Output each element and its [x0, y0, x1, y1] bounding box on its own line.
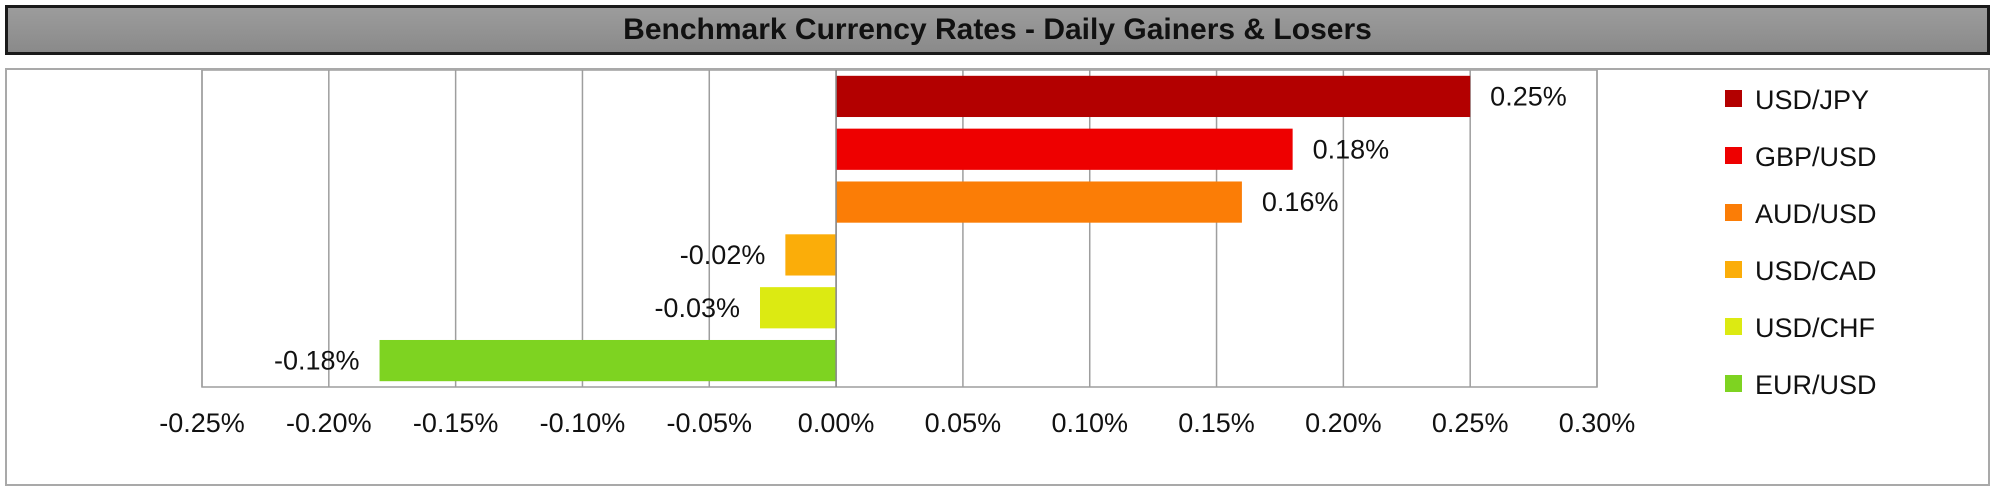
x-tick-label: -0.25% — [159, 408, 245, 438]
data-label: 0.16% — [1262, 187, 1339, 217]
bar — [785, 234, 837, 276]
x-tick-label: 0.25% — [1432, 408, 1509, 438]
plot-area — [201, 70, 1598, 388]
legend-swatch — [1725, 261, 1742, 278]
bar — [836, 128, 1293, 170]
x-tick-label: 0.00% — [798, 408, 875, 438]
legend-swatch — [1725, 204, 1742, 221]
legend-swatch — [1725, 147, 1742, 164]
legend-label: EUR/USD — [1755, 370, 1877, 400]
legend-label: USD/JPY — [1755, 85, 1869, 115]
legend-swatch — [1725, 318, 1742, 335]
legend-label: USD/CAD — [1755, 256, 1877, 286]
x-tick-label: -0.05% — [666, 408, 752, 438]
legend-swatch — [1725, 90, 1742, 107]
bar — [836, 75, 1471, 118]
x-tick-label: 0.05% — [925, 408, 1002, 438]
x-tick-label: -0.15% — [413, 408, 499, 438]
x-tick-label: -0.20% — [286, 408, 372, 438]
data-label: -0.02% — [680, 240, 766, 270]
x-tick-label: 0.15% — [1178, 408, 1255, 438]
x-tick-label: 0.10% — [1051, 408, 1128, 438]
data-label: 0.18% — [1313, 134, 1390, 164]
chart-frame: -0.25% -0.20% -0.15% -0.10% -0.05% 0.00% 0.05%… — [5, 68, 1990, 486]
bar — [760, 287, 837, 329]
chart-title-bar: Benchmark Currency Rates - Daily Gainers… — [5, 5, 1990, 55]
x-tick-label: -0.10% — [540, 408, 626, 438]
bar-chart: -0.25% -0.20% -0.15% -0.10% -0.05% 0.00% 0.05%… — [159, 70, 1877, 438]
data-label: -0.03% — [654, 293, 740, 323]
legend-swatch — [1725, 375, 1742, 392]
x-tick-label: 0.30% — [1559, 408, 1636, 438]
bar — [379, 339, 837, 382]
chart-title: Benchmark Currency Rates - Daily Gainers… — [623, 13, 1372, 46]
legend-label: AUD/USD — [1755, 199, 1877, 229]
data-label: 0.25% — [1490, 81, 1567, 111]
legend-label: GBP/USD — [1755, 142, 1877, 172]
legend-label: USD/CHF — [1755, 313, 1875, 343]
bar — [836, 181, 1242, 223]
data-label: -0.18% — [274, 346, 360, 376]
x-tick-label: 0.20% — [1305, 408, 1382, 438]
